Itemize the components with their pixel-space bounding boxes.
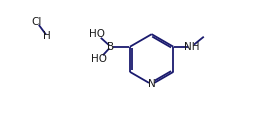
Text: H: H: [43, 31, 51, 41]
Text: N: N: [148, 79, 155, 89]
Text: NH: NH: [184, 42, 199, 52]
Text: HO: HO: [91, 54, 107, 64]
Text: B: B: [107, 42, 114, 52]
Text: Cl: Cl: [32, 17, 42, 27]
Text: HO: HO: [89, 29, 105, 39]
